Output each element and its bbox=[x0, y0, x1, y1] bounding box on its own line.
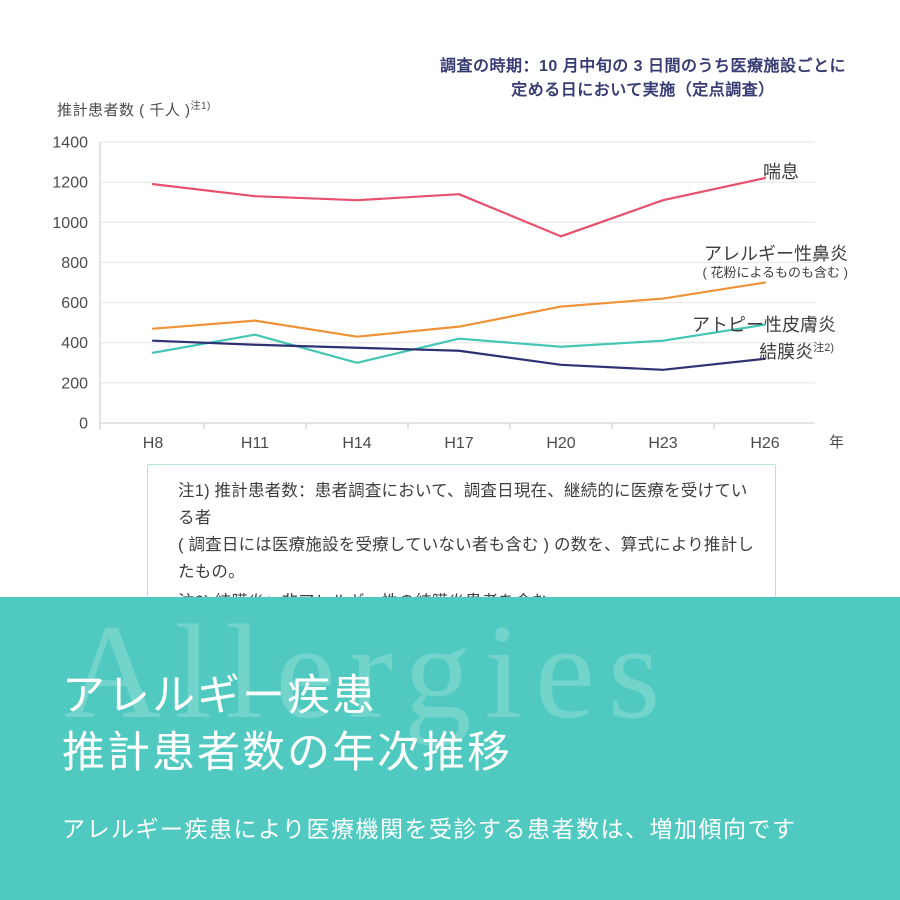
survey-period-line1: 調査の時期：10 月中旬の 3 日間のうち医療施設ごとに bbox=[439, 58, 846, 75]
y-tick-label-200: 200 bbox=[61, 375, 88, 392]
y-tick-label-0: 0 bbox=[79, 416, 88, 433]
footnote-1-line1: 注1) 推計患者数：患者調査において、調査日現在、継続的に医療を受けている者 bbox=[178, 482, 748, 527]
x-tick-label-H8: H8 bbox=[143, 435, 164, 452]
series-line-2 bbox=[151, 323, 767, 364]
survey-period-line2: 定める日において実施（定点調査） bbox=[511, 82, 775, 99]
y-axis-title: 推計患者数 ( 千人 )注1) bbox=[57, 97, 211, 120]
series-label-rhinitis-text: アレルギー性鼻炎 bbox=[704, 244, 848, 264]
series-label-conjunctivitis-text: 結膜炎 bbox=[759, 342, 814, 362]
y-tick-label-1000: 1000 bbox=[52, 215, 88, 232]
x-tick-label-H11: H11 bbox=[241, 435, 269, 452]
y-axis-title-text: 推計患者数 ( 千人 ) bbox=[57, 102, 191, 119]
series-label-atopic-text: アトピー性皮膚炎 bbox=[692, 315, 836, 335]
series-label-atopic-dermatitis: アトピー性皮膚炎 bbox=[692, 311, 836, 337]
series-label-asthma: 喘息 bbox=[763, 158, 799, 184]
series-label-conjunctivitis: 結膜炎注2) bbox=[759, 338, 834, 364]
series-label-conjunctivitis-footnote-ref: 注2) bbox=[813, 342, 834, 354]
series-label-rhinitis-subtext: ( 花粉によるものも含む ) bbox=[702, 265, 849, 280]
watermark-text: Allergies bbox=[64, 598, 674, 747]
x-tick-label-H14: H14 bbox=[342, 435, 371, 452]
line-chart: 0 200 400 600 800 1000 1200 1400 H8 H11 H14 H17 H20 H… bbox=[52, 135, 815, 452]
y-axis-title-footnote-ref: 注1) bbox=[190, 101, 211, 112]
banner-title-line1: アレルギー疾患 bbox=[62, 673, 377, 720]
banner-subtitle: アレルギー疾患により医療機関を受診する患者数は、増加傾向です bbox=[62, 817, 797, 842]
x-tick-label-H23: H23 bbox=[648, 435, 677, 452]
title-banner: Allergies アレルギー疾患 推計患者数の年次推移 アレルギー疾患により医… bbox=[0, 597, 900, 900]
x-tick-label-H17: H17 bbox=[444, 435, 473, 452]
series-line-0 bbox=[151, 177, 767, 238]
series-line-1 bbox=[151, 281, 767, 338]
y-tick-label-400: 400 bbox=[61, 335, 88, 352]
series-line-3 bbox=[151, 339, 767, 371]
survey-period-note: 調査の時期：10 月中旬の 3 日間のうち医療施設ごとに 定める日において実施（… bbox=[440, 55, 846, 103]
y-tick-label-800: 800 bbox=[61, 255, 88, 272]
series-label-rhinitis: アレルギー性鼻炎 ( 花粉によるものも含む ) bbox=[703, 244, 849, 280]
footnote-1-line2: ( 調査日には医療施設を受療していない者も含む ) の数を、算式により推計したも… bbox=[178, 536, 755, 581]
banner-title-line2: 推計患者数の年次推移 bbox=[62, 730, 512, 777]
y-tick-label-1200: 1200 bbox=[52, 175, 88, 192]
x-tick-label-H20: H20 bbox=[546, 435, 575, 452]
y-tick-label-600: 600 bbox=[61, 295, 88, 312]
y-tick-label-1400: 1400 bbox=[52, 135, 88, 152]
series-label-asthma-text: 喘息 bbox=[763, 162, 799, 182]
x-tick-label-H26: H26 bbox=[750, 435, 779, 452]
x-axis-unit-label: 年 bbox=[829, 434, 845, 451]
